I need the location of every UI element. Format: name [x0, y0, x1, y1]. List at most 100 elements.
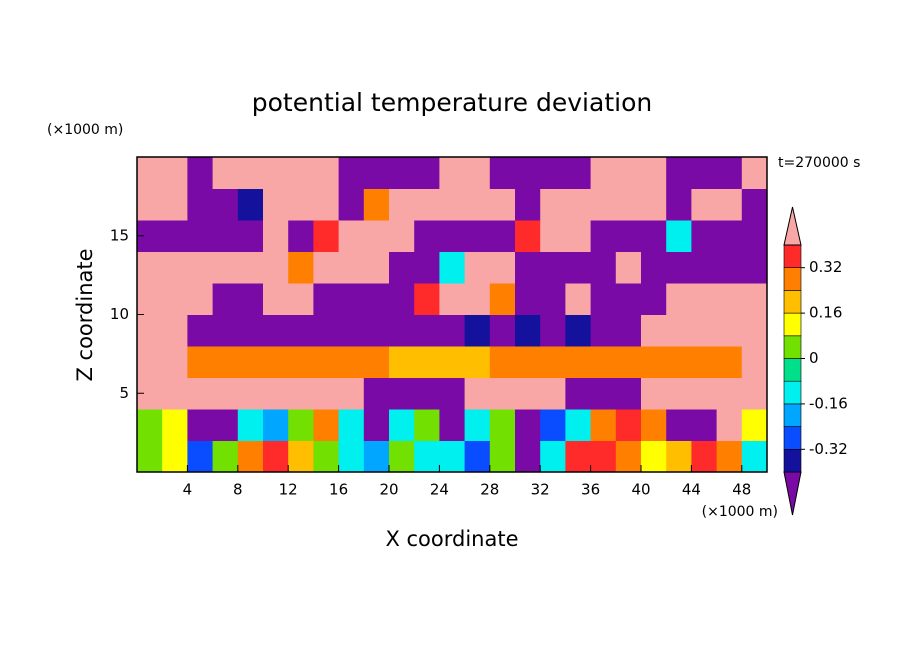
field-cell [515, 346, 541, 378]
field-cell [666, 220, 692, 252]
field-cell [187, 283, 214, 315]
colorbar-tick-label: -0.16 [809, 394, 848, 412]
field-cell [489, 440, 516, 473]
field-cell [414, 188, 440, 221]
field-cell [590, 283, 617, 315]
field-cell [313, 220, 340, 252]
field-cell [464, 188, 491, 221]
field-cell [414, 346, 440, 378]
colorbar-low [783, 471, 802, 516]
field-cell [212, 157, 239, 189]
field-cell [389, 409, 415, 441]
field-cell [338, 220, 365, 252]
field-cell [666, 283, 692, 315]
field-cell [313, 409, 340, 441]
field-cell [741, 157, 768, 189]
x-tick-label: 44 [682, 481, 701, 499]
field-cell [540, 377, 566, 410]
field-cell [691, 409, 718, 441]
colorbar-segment [783, 290, 802, 314]
field-cell [187, 251, 214, 284]
field-cell [489, 346, 516, 378]
field-cell [540, 409, 566, 441]
field-cell [237, 188, 264, 221]
field-cell [641, 188, 667, 221]
field-cell [641, 283, 667, 315]
field-cell [489, 220, 516, 252]
field-cell [741, 377, 768, 410]
field-cell [288, 346, 314, 378]
field-cell [666, 440, 692, 473]
field-cell [187, 377, 214, 410]
field-cell [313, 440, 340, 473]
field-cell [237, 283, 264, 315]
x-tick-label: 32 [531, 481, 550, 499]
field-cell [716, 220, 743, 252]
field-cell [288, 220, 314, 252]
field-cell [666, 346, 692, 378]
field-cell [540, 188, 566, 221]
field-cell [540, 440, 566, 473]
field-cell [590, 346, 617, 378]
field-cell [414, 157, 440, 189]
field-cell [666, 251, 692, 284]
field-cell [515, 377, 541, 410]
field-cell [565, 409, 592, 441]
field-cell [263, 314, 289, 347]
field-cell [590, 440, 617, 473]
field-cell [237, 157, 264, 189]
field-cell [590, 314, 617, 347]
field-cell [439, 157, 466, 189]
field-cell [237, 220, 264, 252]
colorbar-segment [783, 380, 802, 405]
field-cell [666, 409, 692, 441]
x-tick-label: 36 [581, 481, 600, 499]
field-cell [666, 314, 692, 347]
field-cell [615, 220, 642, 252]
field-cell [515, 220, 541, 252]
colorbar-high [783, 206, 802, 246]
x-tick-label: 20 [379, 481, 398, 499]
field-cell [288, 314, 314, 347]
field-cell [641, 377, 667, 410]
field-cell [137, 314, 163, 347]
field-cell [363, 409, 390, 441]
field-cell [741, 188, 768, 221]
field-cell [389, 220, 415, 252]
y-unit: (×1000 m) [47, 122, 123, 138]
field-cell [137, 409, 163, 441]
y-tick-label: 5 [119, 384, 129, 402]
field-cell [716, 157, 743, 189]
field-cell [363, 188, 390, 221]
field-cell [691, 346, 718, 378]
x-tick-label: 4 [183, 481, 193, 499]
field-cell [263, 377, 289, 410]
field-cell [565, 220, 592, 252]
x-unit: (×1000 m) [702, 504, 778, 520]
field-cell [212, 188, 239, 221]
field-cell [641, 409, 667, 441]
field-cell [288, 251, 314, 284]
field-cell [338, 251, 365, 284]
field-cell [187, 220, 214, 252]
field-cell [540, 157, 566, 189]
x-tick-label: 40 [631, 481, 650, 499]
field-cell [338, 283, 365, 315]
field-cell [288, 440, 314, 473]
field-cell [263, 251, 289, 284]
field-cell [716, 188, 743, 221]
field-cell [464, 251, 491, 284]
field-cell [641, 157, 667, 189]
field-cell [363, 220, 390, 252]
field-cell [439, 188, 466, 221]
field-cell [464, 346, 491, 378]
field-cell [363, 377, 390, 410]
field-cell [389, 157, 415, 189]
field-cell [414, 283, 440, 315]
field-cell [162, 314, 188, 347]
field-cell [263, 440, 289, 473]
field-cell [615, 314, 642, 347]
field-cell [691, 440, 718, 473]
x-tick-label: 16 [329, 481, 348, 499]
field-cell [489, 314, 516, 347]
